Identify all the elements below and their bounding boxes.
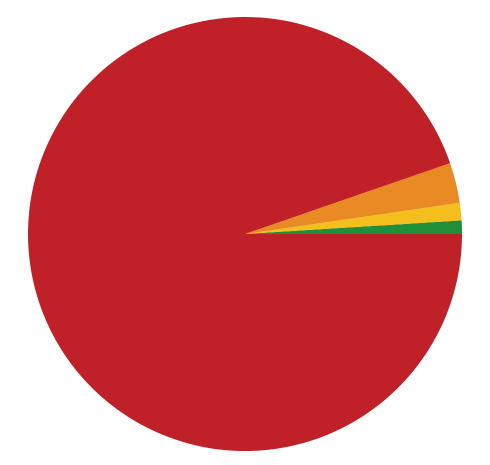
pie-slice-4 <box>28 17 463 452</box>
pie-slice-1 <box>245 220 462 234</box>
pie-slice-3 <box>245 163 460 234</box>
pie-slice-2 <box>245 202 462 234</box>
